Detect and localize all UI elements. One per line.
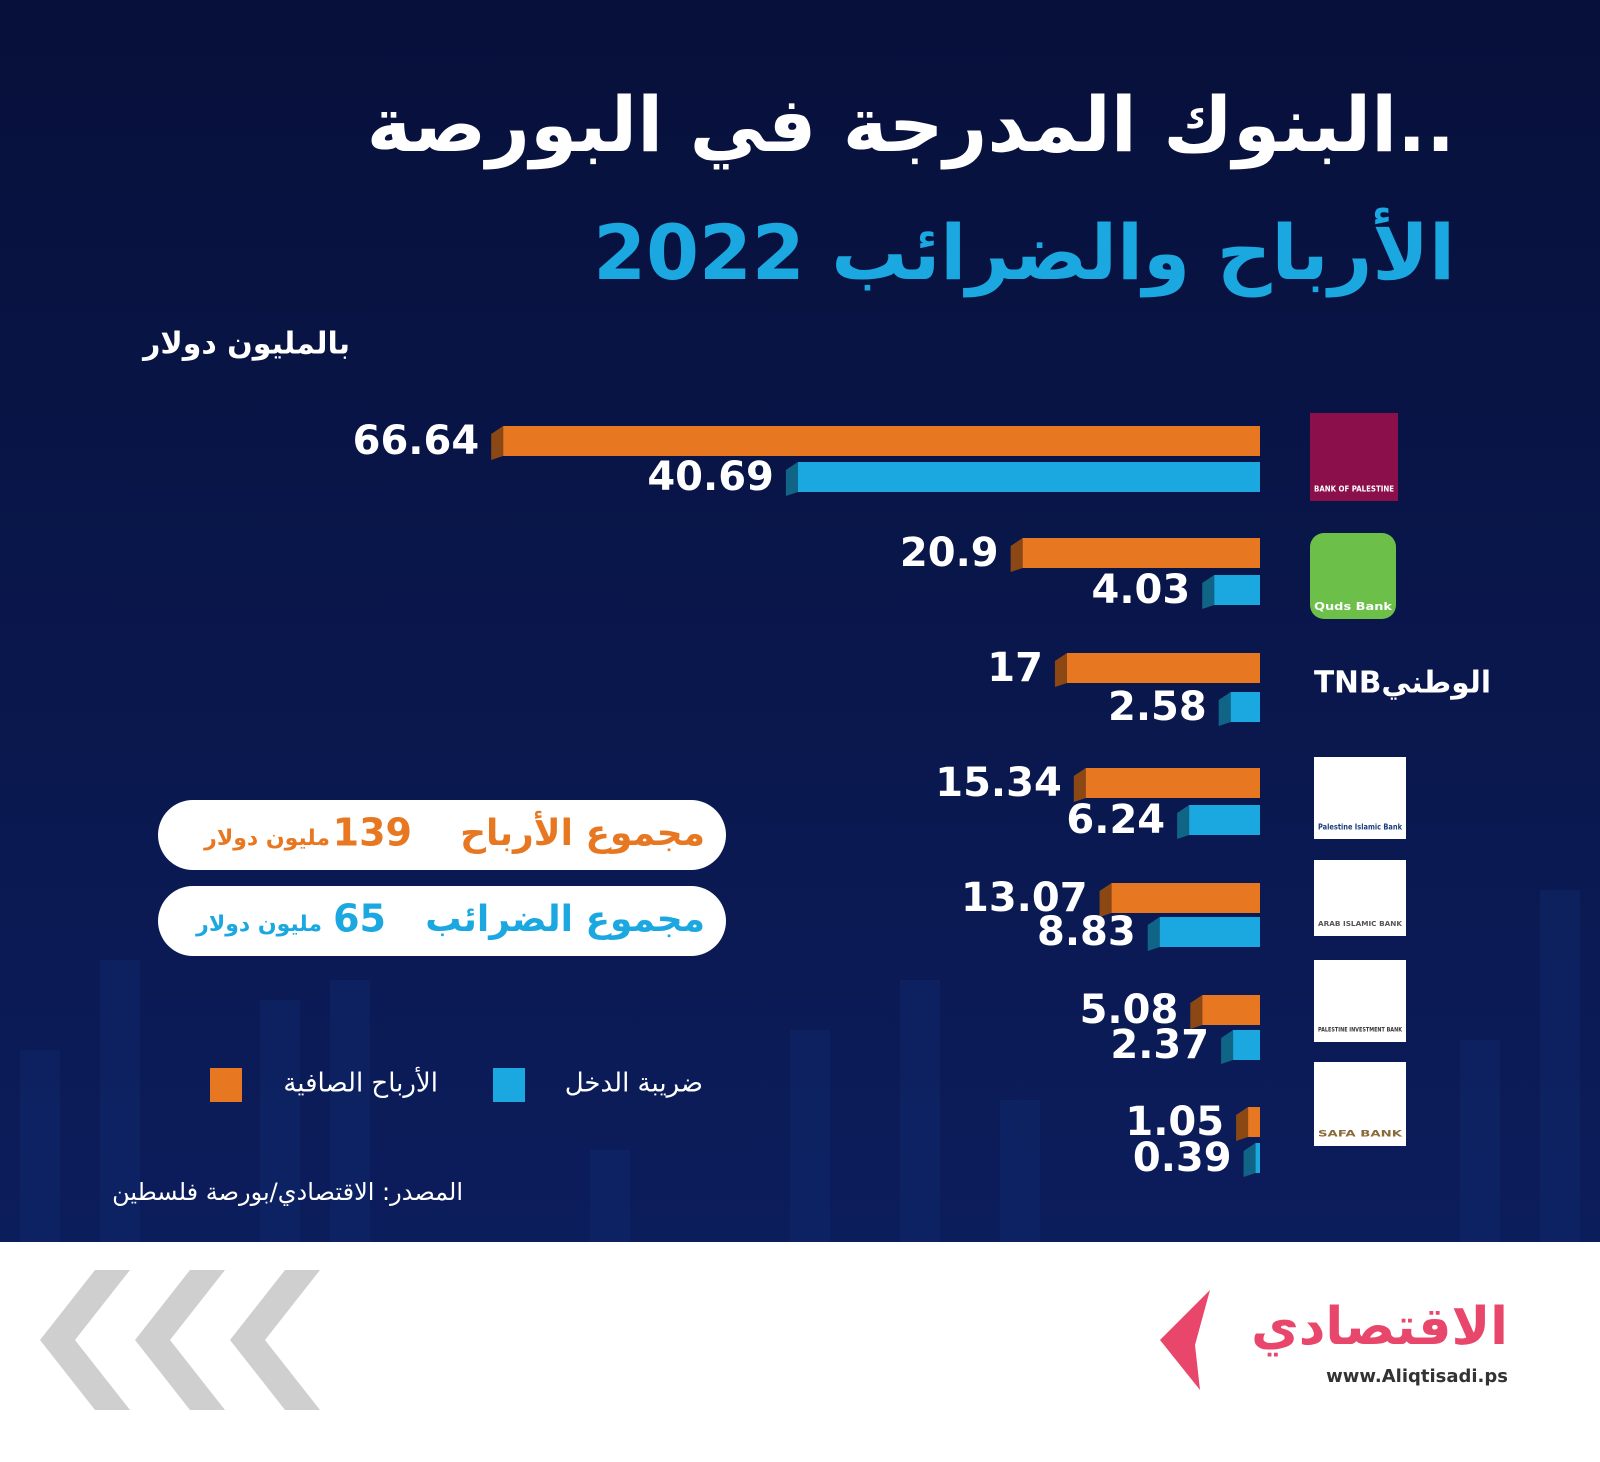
- bar-side: [1190, 995, 1203, 1029]
- title: البنوك المدرجة في البورصة..: [367, 80, 1455, 170]
- bar: [1085, 768, 1260, 798]
- legend-label: الأرباح الصافية: [283, 1066, 438, 1099]
- brand-name: الاقتصادي: [1251, 1297, 1508, 1357]
- legend-swatch: [210, 1068, 242, 1102]
- bar: [1255, 1143, 1260, 1173]
- source: المصدر: الاقتصادي/بورصة فلسطين: [112, 1178, 463, 1206]
- total-value: 139: [333, 811, 412, 855]
- category-label: TNBالوطني: [1314, 666, 1491, 701]
- bar: [1022, 538, 1260, 568]
- value-label: 5.08: [1080, 987, 1179, 1033]
- category-label: PALESTINE INVESTMENT BANK: [1318, 1027, 1402, 1034]
- bar-side: [1218, 692, 1231, 726]
- value-label: 2.37: [1110, 1022, 1209, 1068]
- bar-side: [1054, 653, 1067, 687]
- category-label: SAFA BANK: [1318, 1130, 1404, 1140]
- value-label: 6.24: [1066, 797, 1165, 843]
- value-label: 20.9: [900, 530, 999, 576]
- unit-label: بالمليون دولار: [141, 327, 350, 362]
- total-text: مجموع الضرائب: [425, 899, 705, 940]
- bar: [1111, 883, 1260, 913]
- brand-url: www.Aliqtisadi.ps: [1326, 1366, 1508, 1387]
- bank-logo: [1310, 533, 1396, 619]
- total-unit: مليون دولار: [203, 826, 330, 851]
- bank-logo: [1314, 1062, 1406, 1146]
- bar: [1202, 995, 1260, 1025]
- brand-icon: [1160, 1290, 1210, 1390]
- bar: [1233, 1030, 1260, 1060]
- bank-logo: [1314, 960, 1406, 1042]
- value-label: 8.83: [1037, 909, 1136, 955]
- bar-side: [1243, 1143, 1256, 1177]
- bar-side: [1236, 1107, 1249, 1141]
- bank-logo: [1314, 860, 1406, 936]
- chevrons: [40, 1270, 320, 1410]
- bar: [1066, 653, 1260, 683]
- bar: [1159, 917, 1260, 947]
- bar-side: [1147, 917, 1160, 951]
- value-label: 17: [987, 645, 1043, 691]
- value-label: 15.34: [935, 760, 1062, 806]
- total-pill: [158, 886, 726, 956]
- background-bars: [20, 890, 1580, 1242]
- bar: [1230, 692, 1260, 722]
- bar: [1189, 805, 1260, 835]
- legend-label: ضريبة الدخل: [565, 1069, 703, 1099]
- bar-side: [491, 426, 504, 460]
- bank-logo: [1314, 757, 1406, 839]
- legend-swatch: [493, 1068, 525, 1102]
- total-pill: [158, 800, 726, 870]
- category-label: Palestine Islamic Bank: [1318, 823, 1403, 832]
- value-label: 0.39: [1133, 1135, 1232, 1181]
- category-label: Quds Bank: [1314, 600, 1393, 613]
- subtitle: الأرباح والضرائب 2022: [593, 207, 1455, 298]
- value-label: 1.05: [1125, 1099, 1224, 1145]
- bar-side: [1099, 883, 1112, 917]
- total-text: مجموع الأرباح: [460, 810, 705, 854]
- bank-logo: [1310, 413, 1398, 501]
- category-label: BANK OF PALESTINE: [1314, 485, 1394, 494]
- bar-side: [1073, 768, 1086, 802]
- value-label: 4.03: [1092, 567, 1191, 613]
- bar: [797, 462, 1260, 492]
- value-label: 13.07: [961, 875, 1088, 921]
- category-label: ARAB ISLAMIC BANK: [1318, 920, 1403, 928]
- value-label: 40.69: [647, 454, 774, 500]
- bar-side: [785, 462, 798, 496]
- bar-side: [1221, 1030, 1234, 1064]
- bar: [1214, 575, 1260, 605]
- total-unit: مليون دولار: [195, 912, 322, 937]
- value-label: 66.64: [353, 418, 480, 464]
- value-label: 2.58: [1108, 684, 1207, 730]
- bar-side: [1177, 805, 1190, 839]
- bar: [1248, 1107, 1260, 1137]
- bar-side: [1010, 538, 1023, 572]
- bar-side: [1202, 575, 1215, 609]
- total-value: 65: [333, 897, 386, 941]
- bar: [503, 426, 1260, 456]
